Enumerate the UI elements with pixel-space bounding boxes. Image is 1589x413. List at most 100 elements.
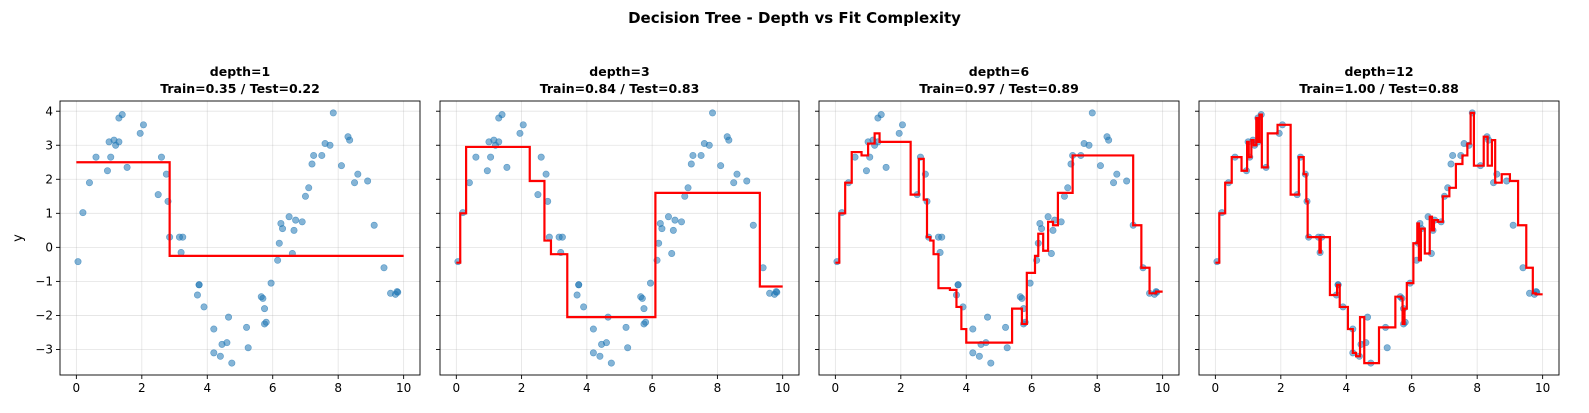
panel-2-point: [537, 153, 545, 161]
panel-1-point: [243, 323, 251, 331]
panel-1-ytick-label: −1: [35, 275, 53, 289]
panel-1-point: [318, 151, 326, 159]
panel-2-point: [503, 163, 511, 171]
panel-1-point: [326, 141, 334, 149]
panel-2-point: [689, 151, 697, 159]
panel-2-point: [545, 233, 553, 241]
panel-2-point: [534, 191, 542, 199]
panel-3-fit-line: [835, 132, 1163, 344]
panel-3-point: [1044, 213, 1052, 221]
panel-1-point: [364, 177, 372, 185]
panel-1-ytick-label: 3: [45, 138, 53, 152]
panel-2-xtick-label: 6: [648, 381, 656, 395]
panel-2-point: [573, 291, 581, 299]
panel-2-point: [495, 138, 503, 146]
panel-1-point: [85, 179, 93, 187]
panel-4-point: [1447, 160, 1455, 168]
panel-1-point: [380, 264, 388, 272]
panel-1-point: [301, 192, 309, 200]
panel-2-point: [669, 226, 677, 234]
panel-1-subtitle: Train=0.35 / Test=0.22: [160, 81, 320, 96]
panel-3-point: [938, 233, 946, 241]
panel-2-point: [519, 121, 527, 129]
panel-2-point: [640, 305, 648, 313]
panel-4-xtick-label: 4: [1342, 381, 1350, 395]
panel-1-point: [193, 291, 201, 299]
panel-4-point: [1509, 221, 1517, 229]
panel-2-xtick-label: 10: [775, 381, 790, 395]
panel-4-title: depth=12: [1344, 64, 1413, 79]
panel-1-point: [200, 303, 208, 311]
panel-1-point: [225, 313, 233, 321]
panel-3-point: [898, 121, 906, 129]
panel-1-ytick-label: 1: [45, 207, 53, 221]
panel-2-point: [678, 218, 686, 226]
panel-3-xtick-label: 8: [1093, 381, 1101, 395]
panel-3-xtick-label: 2: [897, 381, 905, 395]
panel-1-point: [118, 111, 126, 119]
panel-1-point: [346, 136, 354, 144]
panel-4-xtick-label: 6: [1408, 381, 1416, 395]
panel-1-point: [290, 226, 298, 234]
panel-2-point: [542, 170, 550, 178]
panel-2-point: [472, 153, 480, 161]
panel-2-point: [773, 288, 781, 296]
panel-1-ytick-label: 0: [45, 241, 53, 255]
panel-4-frame: [1198, 100, 1560, 376]
panel-1-point: [394, 288, 402, 296]
panel-1-point: [74, 258, 82, 266]
panel-4-xtick-label: 2: [1277, 381, 1285, 395]
panel-2-point: [624, 344, 632, 352]
panel-1-ytick-label: −2: [35, 309, 53, 323]
panel-1-point: [292, 216, 300, 224]
panel-1-xtick-label: 10: [396, 381, 411, 395]
panel-1-point: [262, 318, 270, 326]
panel-1-point: [136, 129, 144, 137]
panel-1-point: [274, 256, 282, 264]
panel-3-point: [1088, 109, 1096, 117]
panel-2-point: [684, 184, 692, 192]
panel-1-point: [337, 162, 345, 170]
panel-3-point: [969, 325, 977, 333]
panel-2-point: [516, 129, 524, 137]
panel-1-point: [177, 248, 185, 256]
panel-2-point: [681, 192, 689, 200]
panel-1-point: [195, 281, 203, 289]
panel-2-point: [668, 249, 676, 257]
panel-2-point: [589, 349, 597, 357]
panel-3-xtick-label: 0: [832, 381, 840, 395]
panel-2-point: [483, 167, 491, 175]
panel-3-point: [1064, 184, 1072, 192]
panel-3-point: [987, 359, 995, 367]
panel-3-title: depth=6: [969, 64, 1030, 79]
panel-4: depth=12 Train=1.00 / Test=0.88 0 2 4 6 8 10: [1195, 64, 1560, 395]
panel-3-point: [1123, 177, 1131, 185]
panel-2-xtick-label: 4: [583, 381, 591, 395]
y-axis-label: y: [11, 234, 26, 242]
panel-1-point: [210, 349, 218, 357]
panel-2-point: [743, 177, 751, 185]
panel-1-point: [154, 191, 162, 199]
panel-1-ytick-label: −3: [35, 343, 53, 357]
panel-3-point: [1096, 162, 1104, 170]
panel-1-ytick-label: 4: [45, 104, 53, 118]
panel-2-xtick-label: 2: [518, 381, 526, 395]
panel-3-point: [1003, 344, 1011, 352]
panel-1-point: [261, 305, 269, 313]
panel-2-point: [622, 323, 630, 331]
panel-2-point: [589, 325, 597, 333]
panel-3-point: [1002, 323, 1010, 331]
panel-1-point: [79, 209, 87, 217]
panel-2: depth=3 Train=0.84 / Test=0.83 0 2 4 6 8 10: [436, 64, 800, 395]
panel-1-point: [244, 344, 252, 352]
panel-3-subtitle: Train=0.97 / Test=0.89: [919, 81, 1079, 96]
panel-1-point: [103, 167, 111, 175]
panel-1-point: [228, 359, 236, 367]
panel-2-point: [717, 162, 725, 170]
panel-2-point: [749, 221, 757, 229]
panel-2-point: [487, 153, 495, 161]
panel-1-point: [305, 184, 313, 192]
panel-2-xtick-label: 0: [452, 381, 460, 395]
